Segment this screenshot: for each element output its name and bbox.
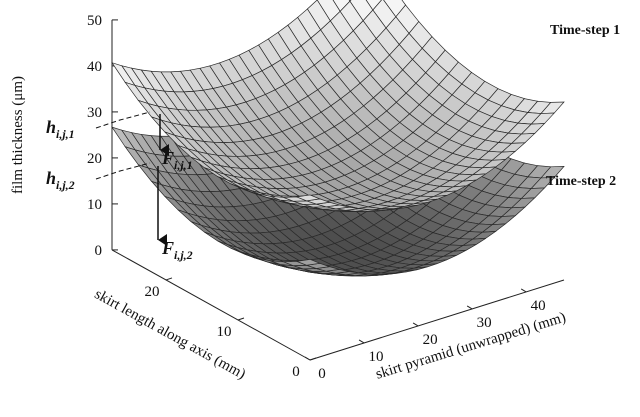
surface-label: Time-step 2 (546, 174, 616, 189)
surface-cell (295, 258, 322, 266)
annotation-symbol: h (46, 168, 56, 188)
z-axis-label: film thickness (μm) (10, 76, 26, 194)
z-tick-label: 30 (87, 105, 102, 121)
x-axis-line (309, 279, 565, 361)
annotation-subscript: i,j,1 (56, 127, 75, 141)
surface-cell (295, 194, 322, 202)
annotation-symbol: h (46, 117, 56, 137)
x-tick (412, 322, 419, 327)
z-tick-label: 40 (87, 59, 102, 75)
y-tick (237, 317, 245, 321)
dashed-leader (95, 111, 151, 129)
surfaces (111, 0, 565, 277)
x-tick (358, 339, 365, 344)
annotation: Fi,j,2 (161, 238, 193, 262)
annotation: Fi,j,1 (161, 148, 193, 172)
x-tick-label: 30 (477, 315, 492, 331)
x-tick-label: 0 (318, 366, 326, 382)
x-tick-label: 40 (531, 298, 546, 314)
annotation: hi,j,2 (46, 168, 75, 192)
x-axis-label: skirt pyramid (unwrapped) (mm) (374, 310, 568, 383)
x-tick-label: 10 (369, 349, 384, 365)
y-axis-line (111, 249, 311, 361)
annotation-symbol: F (161, 148, 174, 168)
y-tick-label: 10 (217, 324, 232, 340)
annotation-subscript: i,j,2 (56, 178, 75, 192)
annotation-subscript: i,j,1 (174, 158, 193, 172)
surface-label: Time-step 1 (550, 23, 620, 38)
x-tick (520, 288, 527, 293)
y-tick-label: 20 (145, 284, 160, 300)
x-tick (304, 356, 311, 361)
x-tick-label: 20 (423, 332, 438, 348)
z-tick-label: 0 (95, 243, 103, 259)
z-tick-label: 20 (87, 151, 102, 167)
annotation-symbol: F (161, 238, 174, 258)
y-tick (165, 277, 173, 281)
axes: 0 10 20 30 40 50 0 10 20 0 10 20 30 40 (87, 13, 565, 382)
y-tick-label: 0 (292, 364, 300, 380)
annotation-subscript: i,j,2 (174, 248, 193, 262)
annotation: hi,j,1 (46, 117, 75, 141)
y-tick (309, 357, 317, 361)
z-tick-label: 10 (87, 197, 102, 213)
dashed-leader (95, 162, 151, 180)
x-tick (466, 305, 473, 310)
z-tick-label: 50 (87, 13, 102, 29)
